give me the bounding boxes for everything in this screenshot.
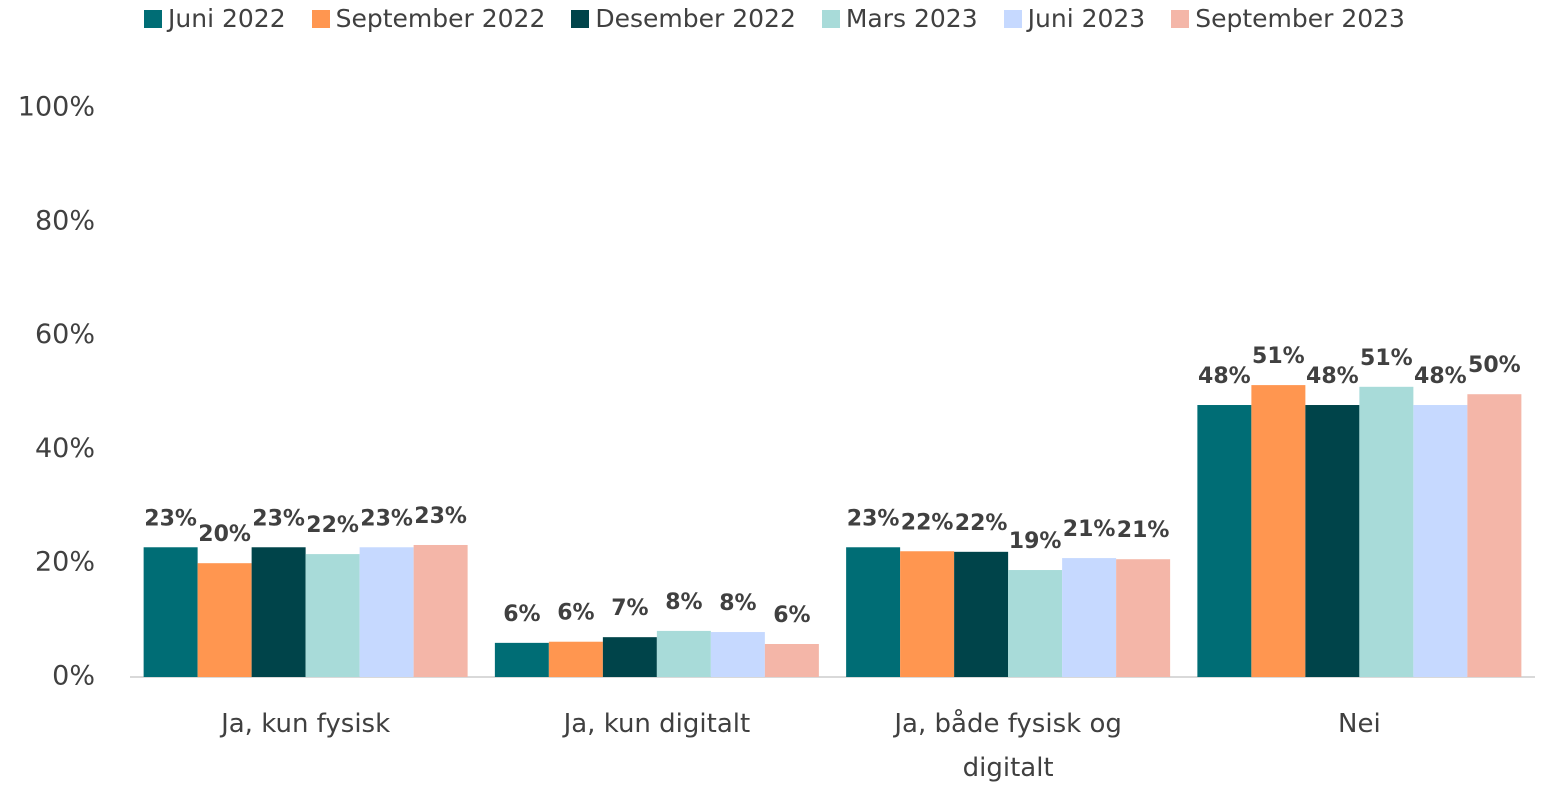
bar <box>197 563 252 677</box>
bar <box>548 641 603 677</box>
legend-swatch <box>1171 9 1190 28</box>
y-tick-label: 80% <box>35 205 95 236</box>
data-label: 6% <box>773 603 810 628</box>
legend-label: Desember 2022 <box>595 4 796 33</box>
bar <box>954 551 1009 677</box>
x-tick-label: Ja, kun fysisk <box>221 709 391 739</box>
data-label: 23% <box>414 504 467 529</box>
data-label: 19% <box>1009 529 1062 554</box>
legend-label: Juni 2022 <box>168 4 286 33</box>
x-tick-label: Ja, kun digitalt <box>563 709 751 739</box>
data-label: 23% <box>252 506 305 531</box>
data-label: 23% <box>360 506 413 531</box>
bar <box>1413 405 1468 677</box>
legend-swatch <box>144 9 163 28</box>
bar <box>710 632 765 677</box>
legend-swatch <box>821 9 840 28</box>
legend-swatch <box>1003 9 1022 28</box>
bar <box>413 544 468 677</box>
bar <box>846 547 901 677</box>
legend-swatch <box>311 9 330 28</box>
legend-item: Juni 2023 <box>1003 4 1146 33</box>
data-label: 22% <box>955 511 1008 536</box>
data-label: 21% <box>1117 518 1170 543</box>
data-label: 51% <box>1252 344 1305 369</box>
legend-item: September 2022 <box>311 4 546 33</box>
y-tick-label: 0% <box>52 661 95 692</box>
bar <box>305 554 360 677</box>
data-label: 22% <box>306 513 359 538</box>
y-tick-label: 60% <box>35 319 95 350</box>
bar <box>1008 570 1063 677</box>
data-label: 22% <box>901 510 954 535</box>
bar <box>1467 394 1522 677</box>
legend-item: September 2023 <box>1171 4 1405 33</box>
legend: Juni 2022 September 2022 Desember 2022 Mars… <box>0 4 1549 33</box>
data-label: 51% <box>1360 346 1413 371</box>
data-label: 8% <box>719 591 756 616</box>
data-label: 8% <box>665 590 702 615</box>
y-tick-label: 40% <box>35 433 95 464</box>
data-label: 48% <box>1306 364 1359 389</box>
legend-swatch <box>571 9 590 28</box>
bar <box>1062 558 1117 677</box>
data-label: 48% <box>1198 364 1251 389</box>
data-label: 7% <box>611 596 648 621</box>
bar <box>764 643 819 677</box>
data-label: 20% <box>198 522 251 547</box>
bar <box>900 551 955 677</box>
bar <box>494 642 549 677</box>
bar <box>143 547 198 677</box>
data-label: 6% <box>503 602 540 627</box>
y-tick-label: 20% <box>35 547 95 578</box>
legend-item: Desember 2022 <box>571 4 796 33</box>
data-label: 21% <box>1063 517 1116 542</box>
legend-item: Juni 2022 <box>144 4 286 33</box>
legend-label: Juni 2023 <box>1027 4 1146 33</box>
x-tick-label: Ja, både fysisk og digitalt <box>894 709 1122 783</box>
bar <box>359 547 414 677</box>
data-label: 23% <box>144 506 197 531</box>
y-tick-label: 100% <box>18 92 95 123</box>
bar <box>1251 385 1306 677</box>
legend-label: Mars 2023 <box>845 4 978 33</box>
data-label: 23% <box>847 506 900 531</box>
bar <box>1359 386 1414 677</box>
legend-label: September 2023 <box>1195 4 1405 33</box>
data-label: 6% <box>557 601 594 626</box>
bar <box>656 630 711 677</box>
data-label: 50% <box>1468 353 1521 378</box>
data-label: 48% <box>1414 364 1467 389</box>
bar <box>251 547 306 677</box>
legend-label: September 2022 <box>335 4 546 33</box>
bar <box>1305 405 1360 677</box>
bar <box>602 637 657 677</box>
bar <box>1116 559 1171 677</box>
x-tick-label: Nei <box>1338 709 1381 739</box>
bar <box>1197 405 1252 677</box>
legend-item: Mars 2023 <box>821 4 978 33</box>
